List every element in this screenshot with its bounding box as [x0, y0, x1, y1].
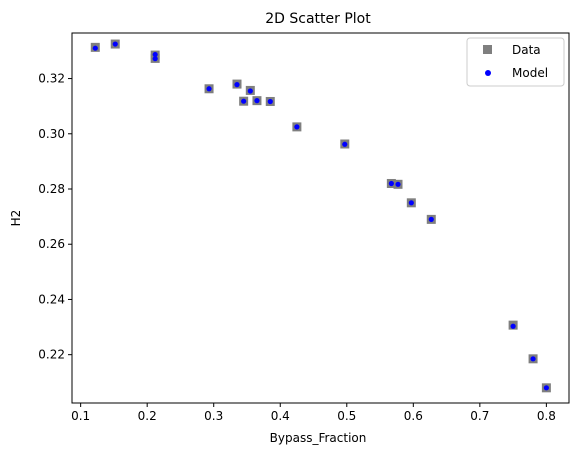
model-point [254, 98, 260, 104]
x-axis-label: Bypass_Fraction [270, 431, 367, 445]
data-points [90, 39, 551, 393]
x-tick-label: 0.8 [537, 409, 556, 423]
y-axis-label: H2 [9, 210, 23, 227]
model-point [267, 98, 273, 105]
legend-data-marker [483, 45, 492, 54]
plot-frame [71, 32, 570, 404]
model-point [241, 98, 247, 104]
legend-data-label: Data [512, 43, 541, 57]
x-tick-label: 0.2 [138, 409, 157, 423]
y-tick-label: 0.28 [38, 182, 65, 196]
model-point [92, 45, 98, 51]
x-axis-ticks: 0.1 0.2 0.3 0.4 0.5 0.6 0.7 0.8 [71, 403, 556, 423]
model-point [342, 141, 348, 147]
x-tick-label: 0.4 [271, 409, 290, 423]
x-tick-label: 0.6 [404, 409, 423, 423]
model-point [152, 56, 158, 62]
y-axis-ticks: 0.22 0.24 0.26 0.28 0.30 0.32 [38, 72, 72, 362]
legend-model-marker [485, 70, 491, 76]
model-point [152, 51, 158, 58]
legend-model-label: Model [512, 66, 548, 80]
x-tick-label: 0.1 [71, 409, 90, 423]
model-point [395, 181, 401, 187]
chart-title: 2D Scatter Plot [265, 11, 371, 27]
model-point [206, 86, 212, 92]
x-tick-label: 0.3 [204, 409, 223, 423]
model-point [112, 41, 118, 47]
legend: Data Model [466, 37, 565, 87]
model-point [388, 180, 394, 187]
y-tick-label: 0.26 [38, 237, 65, 251]
y-tick-label: 0.32 [38, 72, 65, 86]
model-point [247, 88, 253, 94]
model-point [234, 82, 240, 88]
model-point [294, 124, 300, 130]
model-point [408, 200, 414, 206]
y-tick-label: 0.30 [38, 127, 65, 141]
model-point [510, 323, 516, 329]
model-point [530, 356, 536, 362]
y-tick-label: 0.24 [38, 292, 65, 306]
model-point [428, 216, 434, 222]
x-tick-label: 0.7 [470, 409, 489, 423]
x-tick-label: 0.5 [337, 409, 356, 423]
model-point [543, 385, 549, 391]
y-tick-label: 0.22 [38, 348, 65, 362]
